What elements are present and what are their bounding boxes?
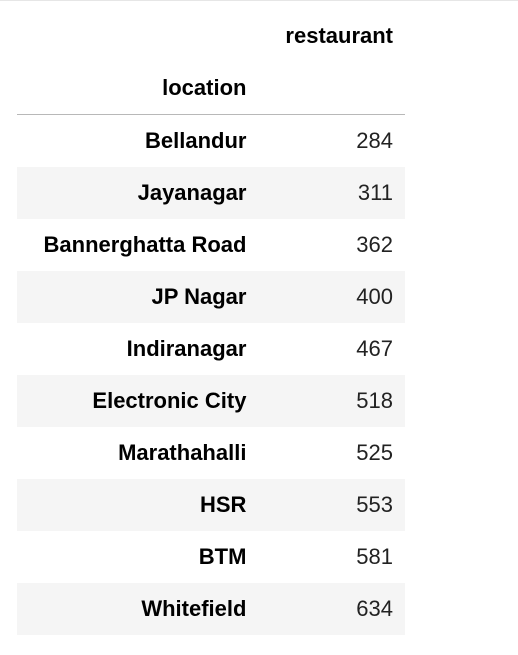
row-restaurant-count: 400	[356, 283, 393, 309]
table-row: BTM 581	[17, 531, 405, 583]
table-row: Whitefield 634	[17, 582, 405, 635]
column-header-row: restaurant	[17, 10, 405, 62]
row-restaurant-count: 518	[356, 387, 393, 413]
row-restaurant-count: 311	[357, 179, 393, 205]
row-location: Electronic City	[92, 387, 247, 413]
table-row: Electronic City 518	[17, 374, 405, 427]
table-body: Bellandur 284 Jayanagar 311 Bannerghatta…	[17, 115, 405, 635]
row-location: Bannerghatta Road	[43, 231, 247, 257]
row-location: JP Nagar	[151, 283, 247, 309]
index-header-spacer	[17, 10, 258, 62]
row-restaurant-count: 467	[356, 335, 393, 361]
row-restaurant-count: 284	[356, 127, 393, 153]
row-location: Bellandur	[144, 127, 247, 153]
dataframe-table: restaurant location Bellandur 284 Jayana…	[17, 10, 405, 635]
table-row: JP Nagar 400	[17, 270, 405, 323]
table-header: restaurant location	[17, 10, 405, 115]
table-row: Bellandur 284	[17, 115, 405, 167]
index-header-location: location	[17, 62, 259, 115]
row-location: Marathahalli	[118, 439, 247, 465]
table-row: Jayanagar 311	[17, 166, 405, 219]
column-header-restaurant: restaurant	[285, 23, 393, 48]
row-location: Whitefield	[141, 595, 247, 621]
table-row: Indiranagar 467	[17, 323, 405, 375]
row-location: BTM	[198, 543, 247, 569]
row-restaurant-count: 525	[356, 439, 393, 465]
table-row: Marathahalli 525	[17, 427, 405, 479]
row-restaurant-count: 581	[356, 543, 393, 569]
cell-top-divider	[0, 0, 518, 1]
table-row: HSR 553	[17, 478, 405, 531]
row-location: Indiranagar	[126, 335, 247, 361]
row-restaurant-count: 553	[356, 491, 393, 517]
row-restaurant-count: 362	[356, 231, 393, 257]
row-restaurant-count: 634	[356, 595, 393, 621]
row-location: Jayanagar	[137, 179, 247, 205]
table-row: Bannerghatta Road 362	[17, 219, 405, 271]
row-location: HSR	[200, 491, 247, 517]
index-header-row: location	[17, 62, 405, 115]
index-header-empty	[258, 62, 405, 115]
